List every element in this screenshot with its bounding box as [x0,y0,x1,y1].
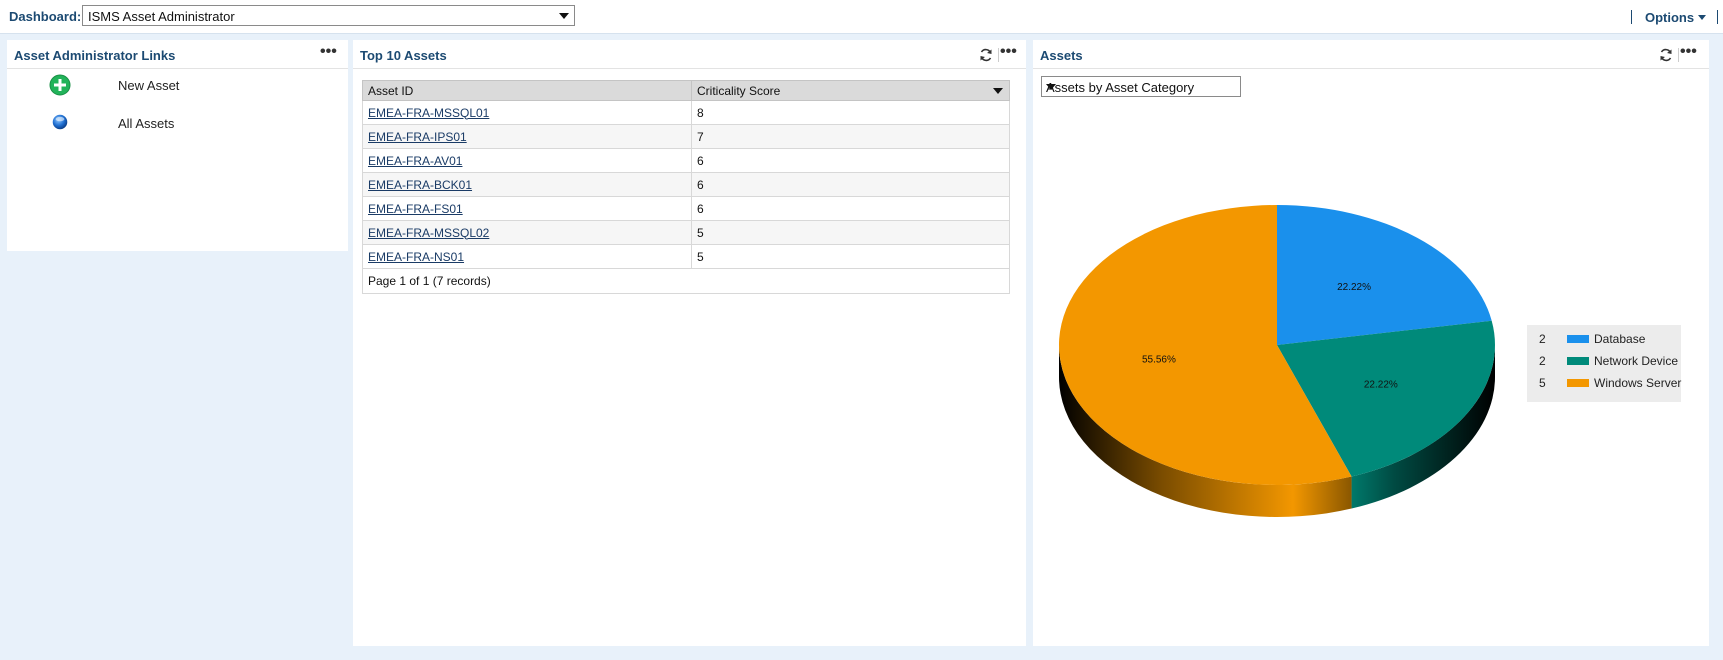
asset-link[interactable]: EMEA-FRA-NS01 [368,249,465,264]
chart-legend: 2 Database 2 Network Device 5 Windows Se… [1527,325,1681,402]
header-divider [998,48,999,62]
options-label: Options [1645,10,1695,25]
all-assets-link[interactable]: All Assets [7,112,347,136]
chart-type-value: Assets by Asset Category [1046,80,1195,95]
assets-chart-panel: Assets ••• Assets by Asset Category [1033,40,1709,646]
top-bar: Dashboard: ISMS Asset Administrator Opti… [0,0,1723,34]
table-header-row: Asset ID Criticality Score [362,80,1010,101]
legend-count: 2 [1539,332,1546,346]
table-row: EMEA-FRA-MSSQL02 5 [362,220,1010,245]
asset-link[interactable]: EMEA-FRA-BCK01 [368,177,473,192]
dashboard-label: Dashboard: [9,9,82,24]
legend-label: Windows Server [1594,376,1682,390]
pie-slice-side [1351,345,1495,509]
table-footer-row: Page 1 of 1 (7 records) [362,268,1010,294]
pie-slice-network-device[interactable] [1277,320,1495,477]
header-divider [1678,48,1679,62]
pie-slice-label: 55.56% [1142,354,1176,365]
chart-type-select[interactable]: Assets by Asset Category [1041,76,1241,97]
criticality-score: 8 [691,100,1010,125]
options-divider-right [1717,10,1718,24]
asset-link[interactable]: EMEA-FRA-AV01 [368,153,463,168]
chevron-down-icon [1046,84,1056,90]
table-row: EMEA-FRA-AV01 6 [362,148,1010,173]
plus-circle-icon [49,74,71,96]
panel-header: Assets ••• [1033,40,1709,69]
options-menu-button[interactable]: Options [1645,10,1707,25]
panel-title: Asset Administrator Links [14,48,176,63]
pie-slice-label: 22.22% [1337,282,1371,293]
panel-title: Top 10 Assets [360,48,447,63]
refresh-icon[interactable] [1659,48,1673,62]
table-row: EMEA-FRA-IPS01 7 [362,124,1010,149]
legend-swatch [1567,379,1589,387]
table-row: EMEA-FRA-FS01 6 [362,196,1010,221]
dashboard-select-value: ISMS Asset Administrator [88,9,235,24]
legend-swatch [1567,335,1589,343]
asset-link[interactable]: EMEA-FRA-MSSQL02 [368,225,490,240]
legend-count: 5 [1539,376,1546,390]
new-asset-link[interactable]: New Asset [7,74,347,98]
criticality-score: 5 [691,244,1010,269]
criticality-score: 6 [691,172,1010,197]
pie-slice-database[interactable] [1277,205,1492,345]
table-row: EMEA-FRA-NS01 5 [362,244,1010,269]
table-row: EMEA-FRA-BCK01 6 [362,172,1010,197]
options-divider [1631,10,1632,24]
criticality-score: 6 [691,196,1010,221]
pager-text: Page 1 of 1 (7 records) [362,268,1010,294]
table-row: EMEA-FRA-MSSQL01 8 [362,100,1010,125]
panel-title: Assets [1040,48,1083,63]
legend-label: Network Device [1594,354,1679,368]
legend-swatch [1567,357,1589,365]
all-assets-label: All Assets [118,116,175,131]
pie-slice-label: 22.22% [1364,380,1398,391]
asset-link[interactable]: EMEA-FRA-MSSQL01 [368,105,490,120]
sort-down-icon[interactable] [993,88,1003,94]
legend-label: Database [1594,332,1646,346]
column-header-asset-id[interactable]: Asset ID [362,80,692,101]
assets-pie-chart: 22.22% 22.22% 55.56% [1059,205,1495,517]
pie-slice-windows-server[interactable] [1059,205,1352,486]
asset-links-panel: Asset Administrator Links ••• New Asset … [7,40,348,251]
criticality-score: 5 [691,220,1010,245]
panel-header: Top 10 Assets ••• [353,40,1026,69]
asset-link[interactable]: EMEA-FRA-FS01 [368,201,463,216]
panel-header: Asset Administrator Links ••• [7,40,348,69]
legend-count: 2 [1539,354,1546,368]
more-options-icon[interactable]: ••• [1680,43,1697,60]
globe-icon [52,114,68,130]
top-assets-table: Asset ID Criticality Score EMEA-FRA-MSSQ… [362,80,1010,294]
column-header-label: Asset ID [368,83,414,98]
criticality-score: 6 [691,148,1010,173]
dashboard-select[interactable]: ISMS Asset Administrator [82,5,575,26]
more-options-icon[interactable]: ••• [320,43,337,60]
column-header-label: Criticality Score [697,83,781,98]
refresh-icon[interactable] [979,48,993,62]
chevron-down-icon [1698,15,1707,20]
new-asset-label: New Asset [118,78,180,93]
more-options-icon[interactable]: ••• [1000,43,1017,60]
top-assets-panel: Top 10 Assets ••• Asset ID Criticality S… [353,40,1026,646]
criticality-score: 7 [691,124,1010,149]
chevron-down-icon [559,13,569,19]
asset-link[interactable]: EMEA-FRA-IPS01 [368,129,467,144]
column-header-criticality[interactable]: Criticality Score [691,80,1010,101]
pie-slice-side [1059,345,1352,517]
